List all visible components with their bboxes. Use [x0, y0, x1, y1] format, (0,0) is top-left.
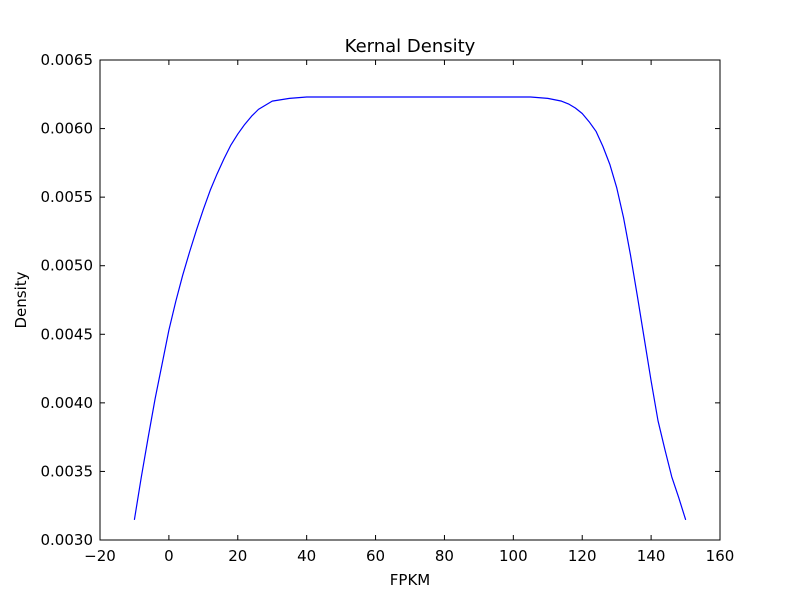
y-tick-label: 0.0060 [41, 120, 94, 138]
x-tick-label: 120 [568, 547, 597, 565]
y-tick-label: 0.0065 [41, 51, 94, 69]
y-tick-label: 0.0035 [41, 462, 94, 480]
x-tick-label: 40 [297, 547, 316, 565]
x-tick-label: 0 [164, 547, 174, 565]
y-tick-label: 0.0040 [41, 394, 94, 412]
x-tick-label: 160 [706, 547, 735, 565]
y-tick-label: 0.0045 [41, 325, 94, 343]
x-axis-ticks: −20 0 20 40 60 80 100 120 140 160 [84, 60, 734, 565]
chart-title: Kernal Density [345, 36, 476, 57]
x-axis-title: FPKM [390, 571, 430, 589]
plot-frame [99, 59, 721, 541]
plot-area [99, 59, 721, 541]
y-axis-title: Density [12, 271, 30, 328]
series-layer [133, 96, 687, 521]
plot-background [100, 60, 720, 540]
x-tick-label: −20 [84, 547, 116, 565]
y-tick-label: 0.0050 [41, 257, 94, 275]
x-tick-label: 100 [499, 547, 528, 565]
y-axis-ticks: 0.0030 0.0035 0.0040 0.0045 0.0050 0.0055 0.00… [41, 51, 720, 549]
y-tick-label: 0.0055 [41, 188, 94, 206]
x-tick-label: 60 [366, 547, 385, 565]
x-tick-label: 80 [435, 547, 454, 565]
x-tick-label: 20 [228, 547, 247, 565]
x-tick-label: 140 [637, 547, 666, 565]
density-series-line [133, 96, 687, 521]
y-tick-label: 0.0030 [41, 531, 94, 549]
